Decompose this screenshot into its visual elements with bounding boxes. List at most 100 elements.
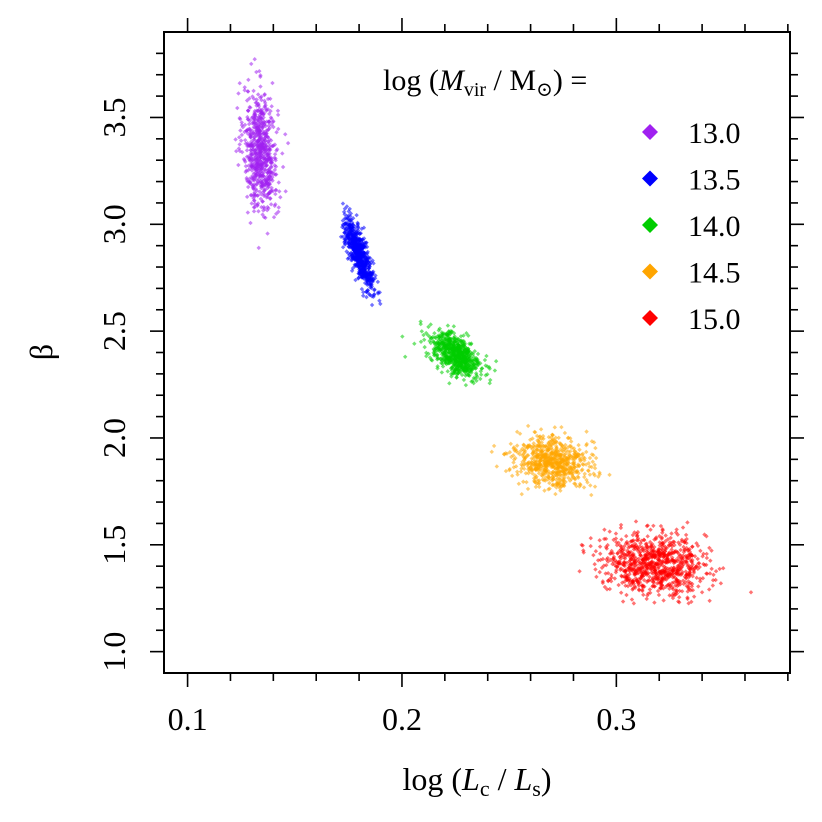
data-point <box>690 573 695 579</box>
data-point <box>677 595 682 600</box>
data-point <box>525 443 531 448</box>
data-point <box>636 588 642 593</box>
data-point <box>545 447 550 453</box>
data-point <box>665 572 670 578</box>
data-point <box>551 440 556 446</box>
data-point <box>522 461 528 466</box>
data-point <box>670 595 676 601</box>
data-point <box>276 205 281 210</box>
data-point <box>352 238 357 243</box>
data-point <box>613 531 619 536</box>
data-point <box>646 561 651 567</box>
data-point <box>676 599 681 604</box>
data-point <box>619 573 624 579</box>
data-point <box>487 381 492 386</box>
data-point <box>516 481 522 486</box>
data-point <box>353 243 359 249</box>
data-point <box>634 538 639 543</box>
data-point <box>553 435 558 440</box>
legend-title: log (Mvir / M⊙) = <box>383 64 587 101</box>
data-point <box>673 530 679 535</box>
data-point <box>600 580 606 586</box>
data-point <box>245 210 251 215</box>
data-point <box>461 366 466 371</box>
data-point <box>239 122 245 128</box>
data-point <box>592 473 598 478</box>
data-point <box>555 465 561 470</box>
data-point <box>260 166 265 171</box>
data-point <box>614 567 619 573</box>
data-point <box>689 584 694 589</box>
data-point <box>614 542 620 548</box>
data-point <box>552 457 557 463</box>
data-point <box>263 163 268 168</box>
data-point <box>576 442 581 448</box>
data-point <box>549 462 554 467</box>
data-point <box>455 336 460 342</box>
data-point <box>547 439 552 444</box>
data-point <box>469 367 475 373</box>
data-point <box>667 586 672 591</box>
data-point <box>238 128 243 133</box>
data-point <box>418 321 423 327</box>
data-point <box>460 343 466 348</box>
data-point <box>581 454 586 460</box>
data-point <box>440 364 446 369</box>
data-point <box>642 557 648 563</box>
data-point <box>587 455 593 461</box>
data-point <box>266 123 271 128</box>
data-point <box>656 547 662 552</box>
data-point <box>660 528 665 533</box>
data-point <box>350 225 356 231</box>
data-point <box>699 590 705 595</box>
data-point <box>671 580 677 585</box>
y-tick-labels: 1.0 1.5 2.0 2.5 3.0 3.5 <box>96 97 132 671</box>
data-point <box>640 560 646 565</box>
data-point <box>266 153 272 158</box>
data-point <box>525 462 530 467</box>
data-point <box>520 463 525 468</box>
data-point <box>626 549 632 555</box>
data-point <box>694 541 699 546</box>
data-point <box>659 583 665 588</box>
data-point <box>602 527 607 532</box>
data-point <box>250 165 255 171</box>
data-point <box>588 543 593 549</box>
data-point <box>700 554 705 559</box>
data-point <box>511 460 516 465</box>
data-point <box>248 192 254 198</box>
data-point <box>552 465 557 470</box>
data-point <box>659 577 665 583</box>
data-point <box>260 123 265 128</box>
data-point <box>572 465 577 470</box>
data-point <box>236 162 241 168</box>
data-point <box>570 455 576 461</box>
data-point <box>668 535 673 541</box>
data-point <box>650 550 655 555</box>
data-point <box>352 247 357 253</box>
data-point <box>253 157 258 163</box>
data-point <box>260 125 265 130</box>
data-point <box>342 241 348 246</box>
data-point <box>592 484 598 489</box>
data-point <box>686 601 691 606</box>
data-point <box>572 481 577 486</box>
data-point <box>642 577 647 583</box>
data-point <box>344 204 350 209</box>
data-point <box>274 148 279 153</box>
data-point <box>448 344 454 350</box>
data-point <box>647 574 652 580</box>
data-point <box>632 560 638 565</box>
legend-marker-13-5 <box>642 170 658 187</box>
data-point <box>623 574 629 580</box>
data-point <box>554 463 560 468</box>
data-point <box>541 459 546 464</box>
data-point <box>673 583 678 588</box>
data-point <box>535 443 541 448</box>
data-point <box>710 583 716 588</box>
data-point <box>609 572 614 578</box>
data-point <box>458 360 463 366</box>
data-point <box>358 245 364 250</box>
data-point <box>341 223 346 228</box>
data-point <box>558 453 563 458</box>
